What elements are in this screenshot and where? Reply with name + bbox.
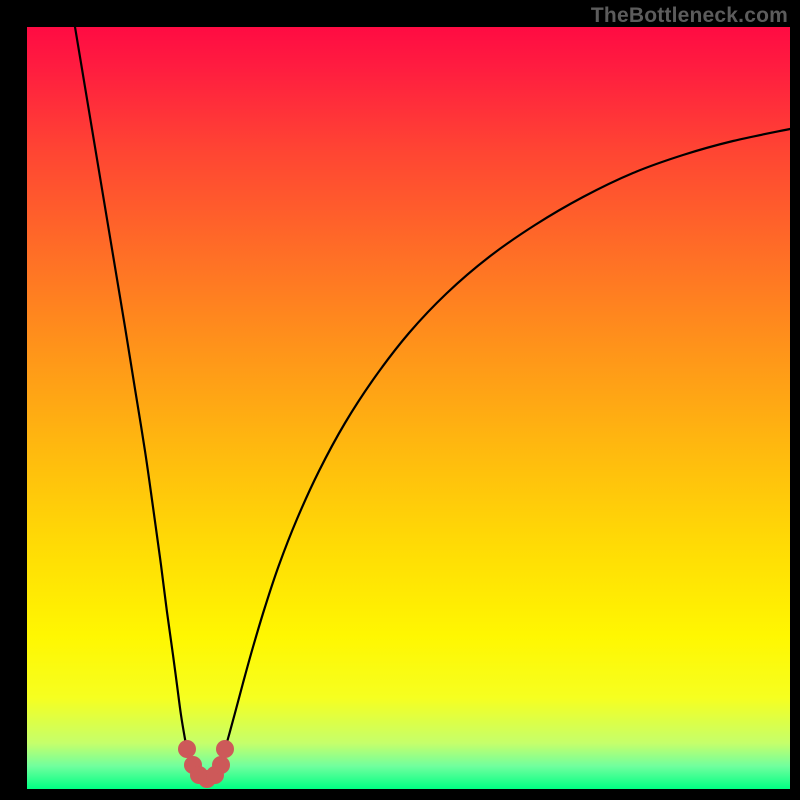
marker-dot xyxy=(212,756,230,774)
chart-plot-area xyxy=(27,27,790,789)
watermark-text: TheBottleneck.com xyxy=(591,4,788,28)
chart-svg xyxy=(27,27,790,789)
curve-markers xyxy=(178,740,234,788)
chart-frame: TheBottleneck.com xyxy=(0,0,800,800)
marker-dot xyxy=(178,740,196,758)
marker-dot xyxy=(216,740,234,758)
bottleneck-curve xyxy=(75,27,790,779)
